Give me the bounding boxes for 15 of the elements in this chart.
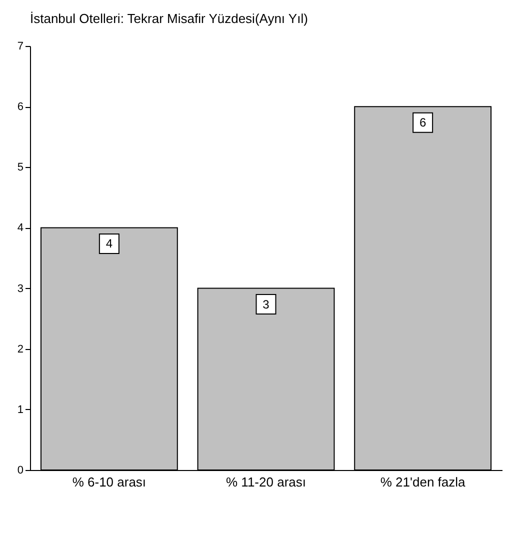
data-label: 3	[262, 297, 270, 312]
y-tick-label: 7	[17, 40, 24, 52]
y-tick-label: 0	[17, 464, 24, 476]
y-tick-label: 2	[17, 343, 24, 356]
data-label: 4	[106, 236, 113, 251]
x-tick-label: % 21'den fazla	[380, 474, 466, 490]
data-label: 6	[419, 116, 426, 130]
y-tick-label: 1	[17, 404, 24, 416]
y-tick-label: 5	[17, 162, 24, 174]
y-tick-label: 4	[17, 222, 24, 234]
chart-title: İstanbul Otelleri: Tekrar Misafir Yüzdesi(Aynı Yıl)	[30, 11, 308, 26]
x-tick-label: % 11-20 arası	[226, 474, 306, 490]
x-tick-label: % 6-10 arası	[72, 474, 146, 490]
y-tick-label: 3	[17, 282, 24, 295]
y-tick-label: 6	[17, 101, 24, 114]
